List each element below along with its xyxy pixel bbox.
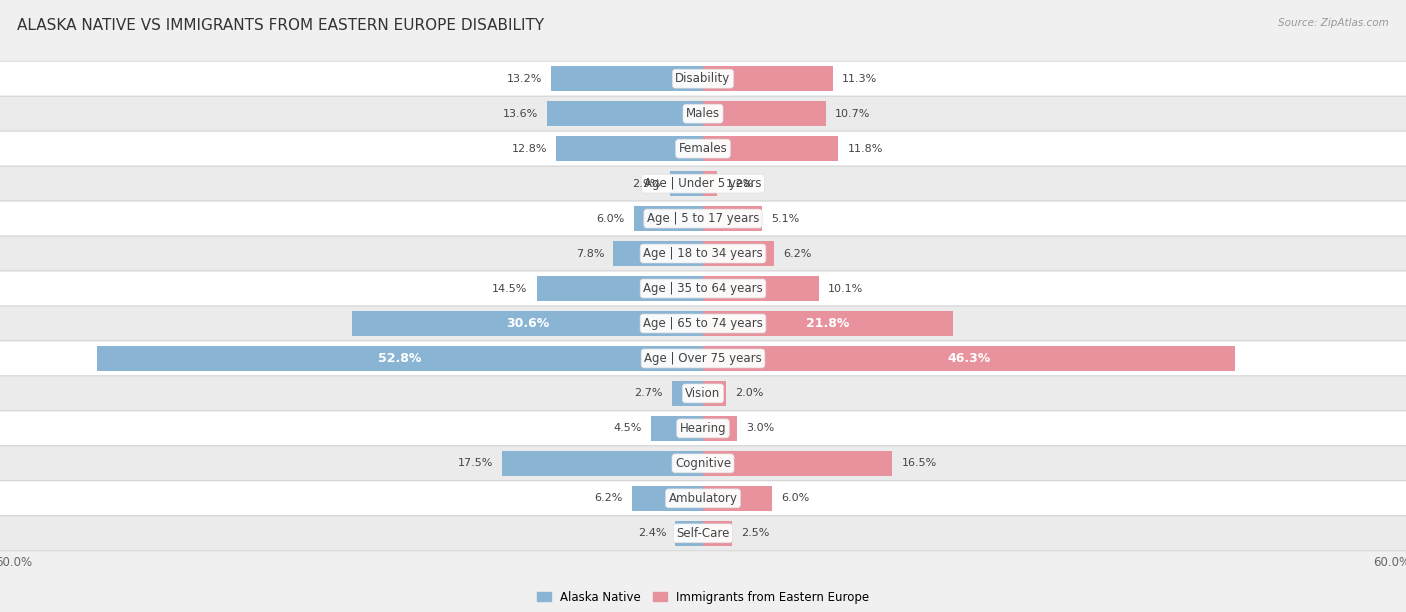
Bar (703, 101, 825, 126)
FancyBboxPatch shape (0, 446, 1406, 481)
Bar (703, 241, 775, 266)
FancyBboxPatch shape (0, 411, 1406, 446)
Text: Age | 65 to 74 years: Age | 65 to 74 years (643, 317, 763, 330)
Text: Cognitive: Cognitive (675, 457, 731, 470)
Bar (703, 276, 818, 301)
FancyBboxPatch shape (0, 481, 1406, 516)
Bar (502, 451, 703, 476)
FancyBboxPatch shape (0, 306, 1406, 341)
FancyBboxPatch shape (0, 201, 1406, 236)
Text: Age | 18 to 34 years: Age | 18 to 34 years (643, 247, 763, 260)
Text: Source: ZipAtlas.com: Source: ZipAtlas.com (1278, 18, 1389, 28)
Text: 52.8%: 52.8% (378, 352, 422, 365)
Bar (547, 101, 703, 126)
Text: ALASKA NATIVE VS IMMIGRANTS FROM EASTERN EUROPE DISABILITY: ALASKA NATIVE VS IMMIGRANTS FROM EASTERN… (17, 18, 544, 34)
Bar (631, 486, 703, 511)
Text: 11.3%: 11.3% (842, 73, 877, 84)
FancyBboxPatch shape (0, 376, 1406, 411)
Text: 2.5%: 2.5% (741, 528, 769, 539)
FancyBboxPatch shape (0, 131, 1406, 166)
Text: 14.5%: 14.5% (492, 283, 527, 294)
FancyBboxPatch shape (0, 271, 1406, 306)
Text: 17.5%: 17.5% (457, 458, 494, 468)
Text: 6.2%: 6.2% (595, 493, 623, 503)
FancyBboxPatch shape (0, 516, 1406, 551)
Text: Disability: Disability (675, 72, 731, 85)
Text: 46.3%: 46.3% (948, 352, 990, 365)
Text: 6.0%: 6.0% (782, 493, 810, 503)
Text: 13.6%: 13.6% (502, 109, 537, 119)
Text: Age | Over 75 years: Age | Over 75 years (644, 352, 762, 365)
FancyBboxPatch shape (0, 341, 1406, 376)
Text: Vision: Vision (685, 387, 721, 400)
Text: Females: Females (679, 142, 727, 155)
Text: 10.1%: 10.1% (828, 283, 863, 294)
Bar (634, 206, 703, 231)
Text: Males: Males (686, 107, 720, 120)
Bar (613, 241, 703, 266)
Text: 13.2%: 13.2% (508, 73, 543, 84)
Text: 10.7%: 10.7% (835, 109, 870, 119)
Text: 1.2%: 1.2% (725, 179, 755, 188)
Text: 7.8%: 7.8% (575, 248, 605, 258)
Text: 16.5%: 16.5% (901, 458, 936, 468)
Bar (703, 206, 762, 231)
Bar (675, 521, 703, 546)
Text: 21.8%: 21.8% (807, 317, 849, 330)
Bar (97, 346, 703, 371)
FancyBboxPatch shape (0, 166, 1406, 201)
Text: Self-Care: Self-Care (676, 527, 730, 540)
Text: 6.0%: 6.0% (596, 214, 624, 223)
FancyBboxPatch shape (0, 96, 1406, 131)
Bar (703, 416, 738, 441)
FancyBboxPatch shape (0, 61, 1406, 96)
Bar (703, 66, 832, 91)
Text: Age | 5 to 17 years: Age | 5 to 17 years (647, 212, 759, 225)
Legend: Alaska Native, Immigrants from Eastern Europe: Alaska Native, Immigrants from Eastern E… (537, 591, 869, 603)
Bar (703, 381, 725, 406)
Text: 11.8%: 11.8% (848, 144, 883, 154)
Text: Age | Under 5 years: Age | Under 5 years (644, 177, 762, 190)
Bar (703, 311, 953, 336)
Text: 2.4%: 2.4% (638, 528, 666, 539)
Bar (555, 136, 703, 161)
Text: 2.9%: 2.9% (633, 179, 661, 188)
Bar (703, 171, 717, 196)
Bar (703, 451, 893, 476)
Text: 6.2%: 6.2% (783, 248, 811, 258)
Text: 30.6%: 30.6% (506, 317, 548, 330)
Bar (703, 136, 838, 161)
Bar (537, 276, 703, 301)
Text: Hearing: Hearing (679, 422, 727, 435)
Bar (703, 486, 772, 511)
Bar (703, 346, 1234, 371)
Bar (551, 66, 703, 91)
Text: Age | 35 to 64 years: Age | 35 to 64 years (643, 282, 763, 295)
Text: 4.5%: 4.5% (614, 424, 643, 433)
Bar (672, 381, 703, 406)
Bar (352, 311, 703, 336)
Text: Ambulatory: Ambulatory (668, 492, 738, 505)
Text: 2.7%: 2.7% (634, 389, 662, 398)
Text: 3.0%: 3.0% (747, 424, 775, 433)
Text: 12.8%: 12.8% (512, 144, 547, 154)
Text: 5.1%: 5.1% (770, 214, 799, 223)
FancyBboxPatch shape (0, 236, 1406, 271)
Text: 2.0%: 2.0% (735, 389, 763, 398)
Bar (669, 171, 703, 196)
Bar (703, 521, 731, 546)
Bar (651, 416, 703, 441)
